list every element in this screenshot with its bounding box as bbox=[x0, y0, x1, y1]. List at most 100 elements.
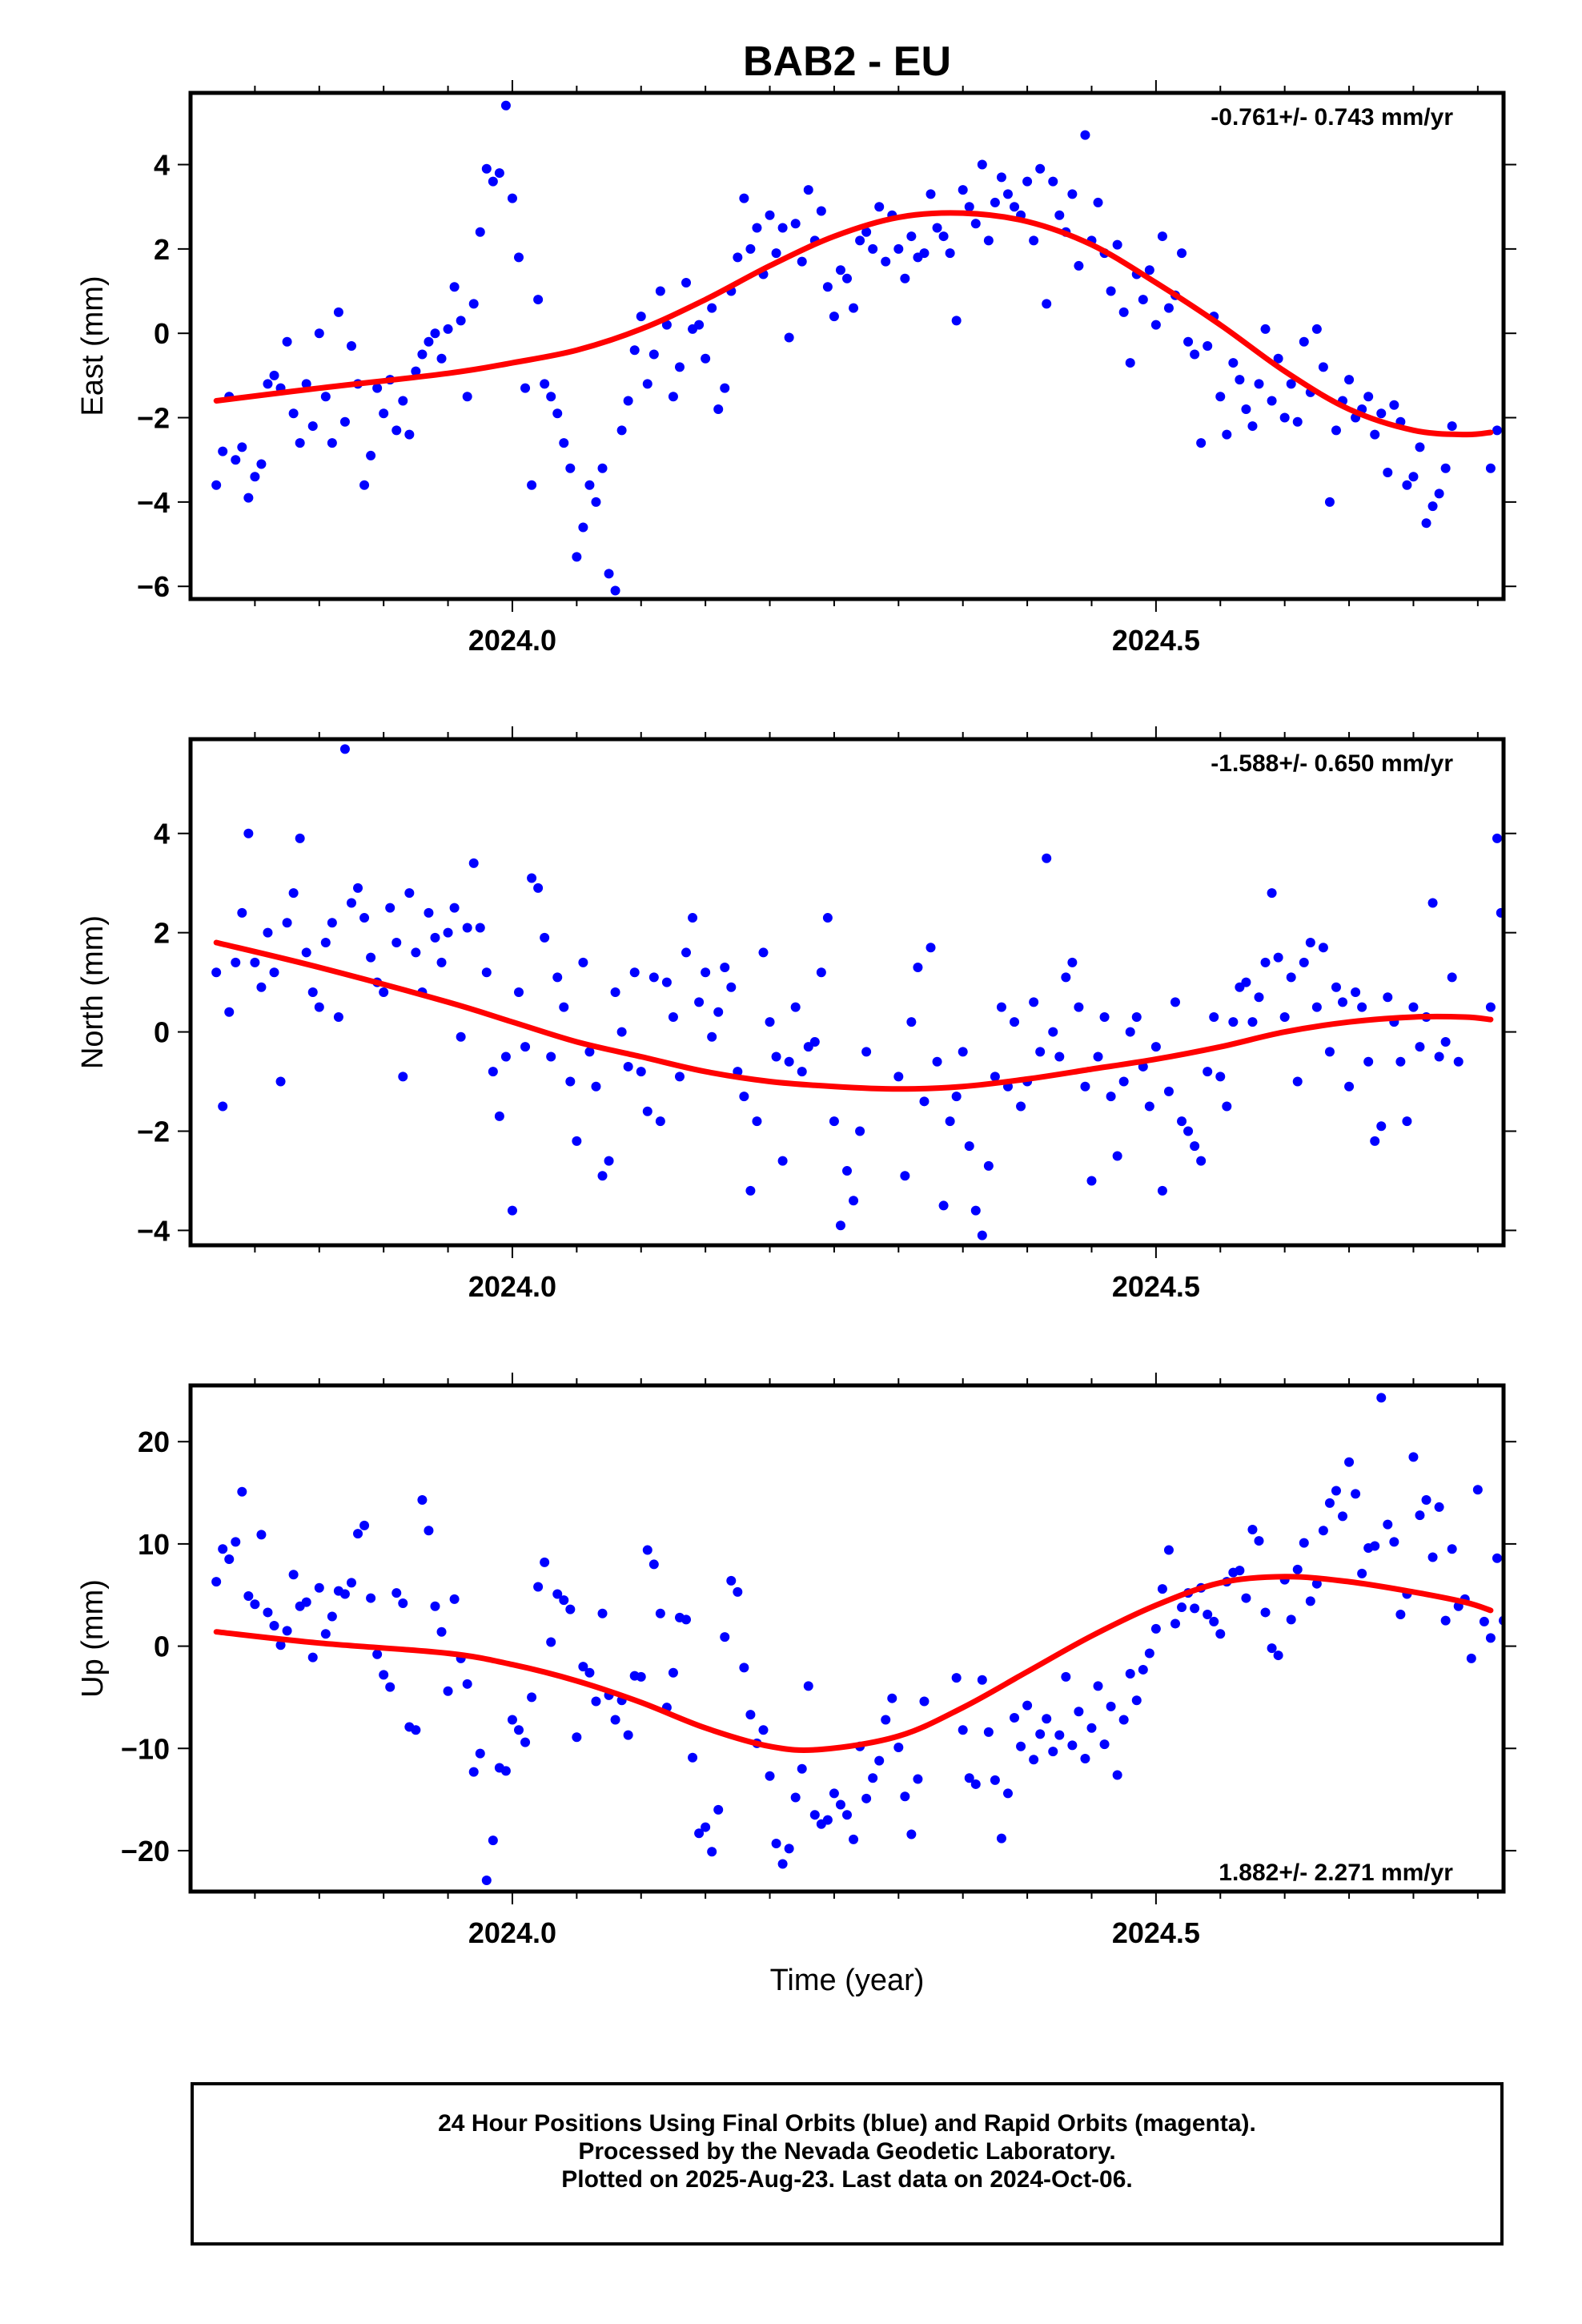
data-point bbox=[765, 210, 775, 220]
data-point bbox=[701, 1822, 711, 1832]
data-point bbox=[320, 392, 331, 402]
data-point bbox=[1010, 1017, 1020, 1027]
y-tick-label: 0 bbox=[154, 1016, 170, 1049]
data-point bbox=[552, 972, 563, 983]
data-point bbox=[514, 987, 524, 997]
data-point bbox=[1022, 176, 1033, 187]
data-point bbox=[359, 1520, 370, 1530]
data-point bbox=[938, 231, 949, 242]
data-point bbox=[648, 349, 659, 360]
data-point bbox=[1254, 1536, 1264, 1546]
data-point bbox=[327, 438, 337, 448]
data-point bbox=[661, 977, 672, 987]
data-point bbox=[707, 303, 717, 313]
data-point bbox=[275, 1640, 286, 1651]
data-point bbox=[256, 982, 267, 992]
data-point bbox=[1170, 997, 1180, 1007]
data-point bbox=[449, 903, 460, 913]
data-point bbox=[861, 1047, 872, 1057]
data-point bbox=[777, 223, 788, 233]
data-point bbox=[771, 1051, 781, 1062]
data-point bbox=[243, 828, 254, 838]
data-point bbox=[211, 1577, 222, 1587]
data-point bbox=[713, 404, 724, 414]
data-point bbox=[430, 932, 440, 943]
data-point bbox=[874, 1755, 885, 1766]
data-point bbox=[488, 1835, 498, 1846]
data-point bbox=[604, 1156, 614, 1166]
data-point bbox=[346, 898, 356, 908]
data-point bbox=[1524, 1602, 1534, 1611]
data-point bbox=[1376, 1121, 1387, 1132]
data-point bbox=[771, 248, 781, 259]
plot-frame bbox=[188, 1383, 1506, 1894]
data-point bbox=[604, 569, 614, 579]
data-point bbox=[1183, 1126, 1194, 1136]
data-point bbox=[1447, 1544, 1457, 1554]
x-tick-label: 2024.0 bbox=[468, 1270, 556, 1303]
data-point bbox=[1054, 1730, 1065, 1740]
data-point bbox=[1485, 463, 1496, 473]
data-point bbox=[1209, 1011, 1219, 1022]
data-point bbox=[745, 1185, 756, 1196]
data-point bbox=[359, 480, 370, 490]
data-point bbox=[1505, 1702, 1515, 1711]
data-point bbox=[584, 1047, 595, 1057]
data-point bbox=[771, 1838, 781, 1848]
data-point bbox=[1344, 375, 1355, 385]
data-point bbox=[1311, 1578, 1322, 1589]
data-point bbox=[1183, 336, 1194, 347]
data-point bbox=[1427, 1552, 1438, 1562]
data-point bbox=[964, 1773, 974, 1783]
data-point bbox=[404, 888, 415, 899]
data-point bbox=[1118, 1715, 1129, 1725]
data-point bbox=[456, 316, 466, 326]
data-point bbox=[1067, 1740, 1078, 1751]
data-point bbox=[958, 1047, 968, 1057]
data-point bbox=[803, 1681, 813, 1691]
data-point bbox=[1048, 1027, 1058, 1037]
data-point bbox=[1518, 1667, 1528, 1676]
data-point bbox=[733, 252, 743, 263]
data-point bbox=[1093, 1051, 1103, 1062]
data-point bbox=[339, 416, 350, 427]
data-point bbox=[224, 1007, 235, 1017]
data-point bbox=[494, 168, 504, 179]
data-point bbox=[488, 176, 498, 187]
x-tick-label: 2024.0 bbox=[468, 624, 556, 657]
data-point bbox=[1338, 997, 1348, 1007]
data-point bbox=[623, 396, 633, 406]
data-point bbox=[701, 353, 711, 364]
data-point bbox=[849, 303, 859, 313]
data-point bbox=[996, 1833, 1006, 1844]
data-point bbox=[951, 316, 962, 326]
data-point bbox=[591, 497, 601, 507]
data-point bbox=[1434, 1502, 1444, 1512]
data-point bbox=[1048, 1747, 1058, 1757]
data-point bbox=[1472, 1485, 1483, 1495]
data-point bbox=[1035, 1047, 1046, 1057]
data-point bbox=[597, 1608, 608, 1618]
data-point bbox=[1311, 324, 1322, 334]
data-point bbox=[275, 1076, 286, 1087]
data-point bbox=[533, 295, 544, 305]
data-point bbox=[1415, 1042, 1425, 1052]
data-point bbox=[932, 223, 942, 233]
data-point bbox=[1022, 1700, 1033, 1711]
data-point bbox=[1344, 1457, 1355, 1467]
data-point bbox=[443, 1686, 453, 1696]
y-tick-label: −20 bbox=[121, 1835, 170, 1868]
data-point bbox=[655, 286, 665, 296]
data-point bbox=[913, 963, 923, 973]
data-point bbox=[436, 353, 447, 364]
data-point bbox=[983, 1160, 994, 1171]
data-point bbox=[932, 1056, 942, 1067]
data-point bbox=[282, 1626, 292, 1636]
data-point bbox=[1125, 1027, 1135, 1037]
data-point bbox=[1415, 442, 1425, 452]
data-point bbox=[809, 1036, 820, 1047]
data-point bbox=[1177, 248, 1187, 259]
data-point bbox=[411, 947, 421, 958]
data-point bbox=[1273, 952, 1283, 963]
data-point bbox=[411, 1725, 421, 1735]
